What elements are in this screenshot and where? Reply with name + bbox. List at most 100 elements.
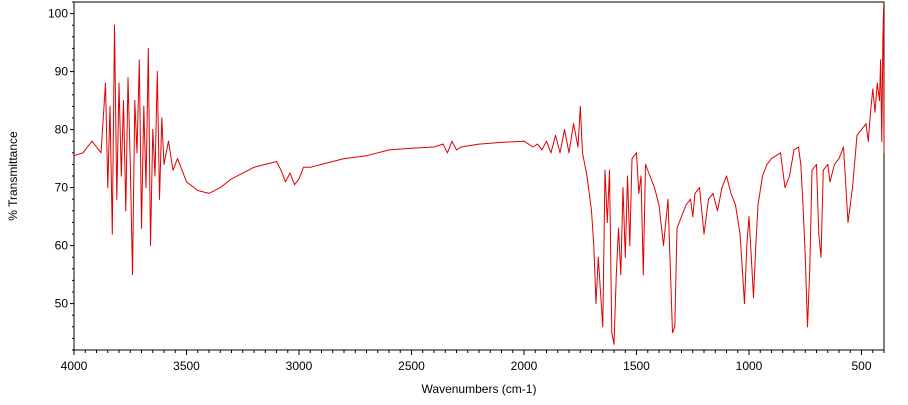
- spectrum-point: [852, 187, 853, 189]
- spectrum-point: [638, 192, 640, 194]
- spectrum-point: [150, 245, 151, 247]
- spectrum-point: [586, 175, 588, 177]
- spectrum-point: [478, 143, 480, 145]
- spectrum-point: [111, 233, 113, 235]
- spectrum-point: [649, 175, 651, 177]
- spectrum-point: [658, 204, 660, 206]
- spectrum-point: [597, 256, 599, 258]
- plot-area: [73, 1, 885, 351]
- spectrum-point: [771, 158, 772, 160]
- spectrum-point: [107, 187, 109, 189]
- spectrum-point: [127, 76, 129, 78]
- spectrum-point: [555, 134, 556, 136]
- spectrum-point: [762, 175, 763, 177]
- spectrum-point: [591, 210, 592, 212]
- spectrum-point: [125, 210, 127, 212]
- spectrum-point: [120, 175, 122, 177]
- spectrum-point: [712, 192, 714, 194]
- y-axis-label: % Transmittance: [6, 131, 20, 221]
- spectrum-point: [456, 149, 457, 151]
- y-tick-label: 90: [55, 65, 69, 79]
- x-axis-label: Wavenumbers (cm-1): [422, 382, 537, 396]
- spectrum-point: [309, 166, 311, 168]
- spectrum-point: [879, 100, 880, 102]
- spectrum-point: [606, 221, 608, 223]
- x-tick-label: 500: [851, 359, 871, 373]
- spectrum-point: [161, 117, 163, 119]
- spectrum-point: [789, 175, 790, 177]
- spectrum-point: [118, 82, 120, 84]
- spectrum-point: [82, 152, 84, 154]
- spectrum-point: [100, 152, 102, 154]
- spectrum-point: [631, 158, 633, 160]
- spectrum-point: [577, 146, 579, 148]
- spectrum-point: [242, 172, 244, 174]
- spectrum-point: [442, 143, 444, 145]
- spectrum-point: [784, 187, 786, 189]
- spectrum-point: [624, 256, 626, 258]
- spectrum-point: [152, 129, 154, 131]
- spectrum-point: [219, 187, 221, 189]
- x-tick-label: 3500: [173, 359, 200, 373]
- spectrum-point: [809, 268, 811, 270]
- spectrum-point: [642, 274, 644, 276]
- spectrum-point: [804, 256, 806, 258]
- y-tick-label: 100: [48, 7, 68, 21]
- spectrum-point: [654, 187, 655, 189]
- spectrum-point: [600, 291, 601, 293]
- spectrum-point: [163, 163, 165, 165]
- spectrum-point: [541, 149, 543, 151]
- x-axis-ticks: 4000 3500 3000 2500 2000 1500 1000 500: [61, 350, 885, 373]
- spectrum-point: [674, 326, 676, 328]
- spectrum-point: [298, 178, 300, 180]
- spectrum-point: [838, 158, 840, 160]
- spectrum-point: [746, 245, 748, 247]
- y-tick-label: 50: [55, 297, 69, 311]
- spectrum-point: [579, 105, 581, 107]
- spectrum-point: [807, 326, 808, 328]
- spectrum-point: [867, 140, 869, 142]
- spectrum-point: [881, 140, 883, 142]
- spectrum-point: [811, 169, 813, 171]
- spectrum-point: [874, 111, 876, 113]
- spectrum-point: [168, 140, 169, 142]
- spectrum-point: [816, 163, 817, 165]
- spectrum-point: [105, 82, 106, 84]
- y-tick-label: 80: [55, 123, 69, 137]
- spectrum-point: [264, 163, 266, 165]
- spectrum-point: [676, 227, 678, 229]
- spectrum-point: [827, 163, 829, 165]
- spectrum-point: [143, 105, 145, 107]
- spectrum-point: [822, 169, 824, 171]
- spectrum-point: [629, 245, 631, 247]
- spectrum-point: [627, 175, 628, 177]
- spectrum-point: [717, 210, 718, 212]
- spectrum-point: [667, 198, 669, 200]
- spectrum-point: [595, 303, 597, 305]
- spectrum-point: [865, 123, 867, 125]
- spectrum-point: [136, 152, 138, 154]
- spectrum-point: [208, 192, 210, 194]
- spectrum-point: [870, 111, 871, 113]
- spectrum-point: [253, 166, 255, 168]
- spectrum-point: [280, 169, 282, 171]
- spectrum-point: [550, 152, 552, 154]
- spectrum-point: [289, 172, 291, 174]
- spectrum-point: [775, 155, 777, 157]
- spectrum-point: [780, 152, 781, 154]
- spectrum-point: [611, 332, 613, 334]
- spectrum-point: [692, 216, 694, 218]
- x-tick-label: 1500: [623, 359, 650, 373]
- spectrum-point: [523, 140, 525, 142]
- spectrum-point: [882, 36, 884, 38]
- spectrum-point: [460, 146, 462, 148]
- spectrum-point: [532, 146, 534, 148]
- spectrum-point: [663, 245, 664, 247]
- spectrum-point: [741, 268, 743, 270]
- spectrum-point: [880, 59, 882, 61]
- x-tick-label: 1000: [736, 359, 763, 373]
- spectrum-point: [645, 163, 646, 165]
- spectrum-point: [582, 152, 583, 154]
- spectrum-point: [528, 143, 529, 145]
- spectrum-point: [568, 152, 570, 154]
